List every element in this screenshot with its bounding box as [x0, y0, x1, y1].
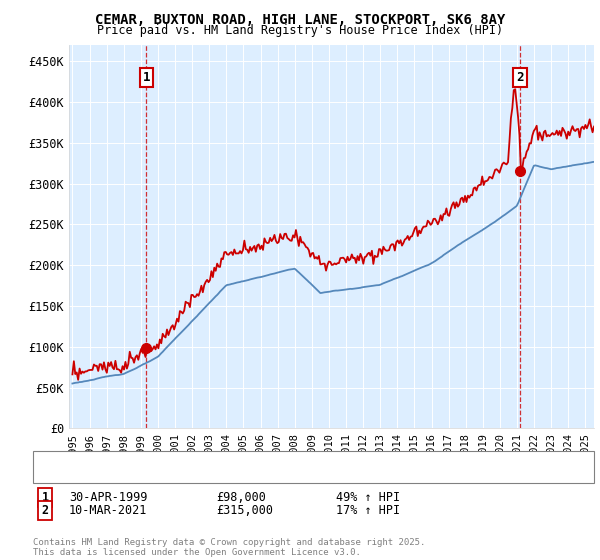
Text: 10-MAR-2021: 10-MAR-2021	[69, 504, 148, 517]
Text: —: —	[45, 463, 59, 476]
Text: 2: 2	[517, 71, 524, 84]
Text: CEMAR, BUXTON ROAD, HIGH LANE, STOCKPORT, SK6 8AY (semi-detached house): CEMAR, BUXTON ROAD, HIGH LANE, STOCKPORT…	[72, 464, 516, 474]
Text: Contains HM Land Registry data © Crown copyright and database right 2025.
This d: Contains HM Land Registry data © Crown c…	[33, 538, 425, 557]
Text: 1: 1	[143, 71, 150, 84]
Text: HPI: Average price, semi-detached house, Stockport: HPI: Average price, semi-detached house,…	[72, 473, 385, 483]
Text: 1: 1	[41, 491, 49, 504]
Text: £315,000: £315,000	[216, 504, 273, 517]
Text: 49% ↑ HPI: 49% ↑ HPI	[336, 491, 400, 504]
Text: —: —	[45, 470, 59, 485]
Text: 2: 2	[41, 504, 49, 517]
Text: 30-APR-1999: 30-APR-1999	[69, 491, 148, 504]
Text: £98,000: £98,000	[216, 491, 266, 504]
Text: Price paid vs. HM Land Registry's House Price Index (HPI): Price paid vs. HM Land Registry's House …	[97, 24, 503, 37]
Text: CEMAR, BUXTON ROAD, HIGH LANE, STOCKPORT, SK6 8AY: CEMAR, BUXTON ROAD, HIGH LANE, STOCKPORT…	[95, 13, 505, 27]
Text: 17% ↑ HPI: 17% ↑ HPI	[336, 504, 400, 517]
